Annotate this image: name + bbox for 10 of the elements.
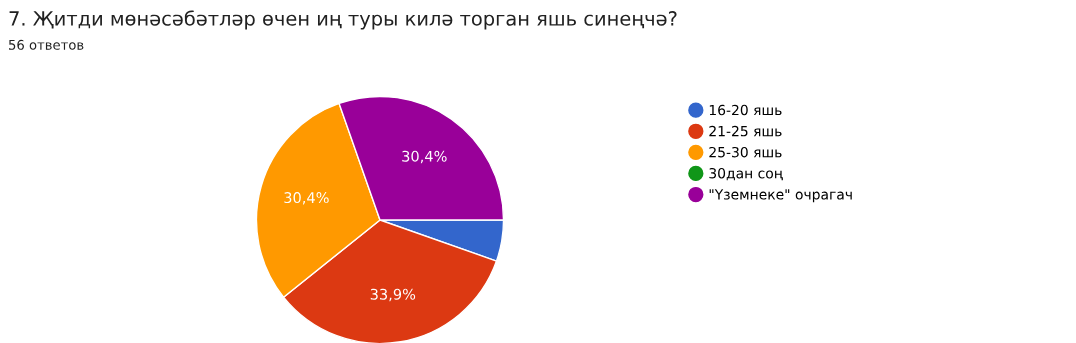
legend-label: 16-20 яшь — [709, 104, 782, 116]
legend-label: 30дан соң — [709, 167, 783, 181]
legend-label: "Үземнеке" очрагач — [709, 189, 852, 203]
legend-label: 21-25 яшь — [709, 125, 782, 137]
chart-title: 7. Җитди мөнәсәбәтләр өчен иң туры килә торган яшь синеңчә? — [9, 10, 677, 30]
text: 56 ответов — [9, 39, 84, 50]
data-label: 30,4% — [284, 192, 329, 205]
legend-label: 25-30 яшь — [709, 146, 782, 158]
data-label: 33,9% — [370, 288, 416, 302]
data-label: 30,4% — [402, 150, 447, 164]
